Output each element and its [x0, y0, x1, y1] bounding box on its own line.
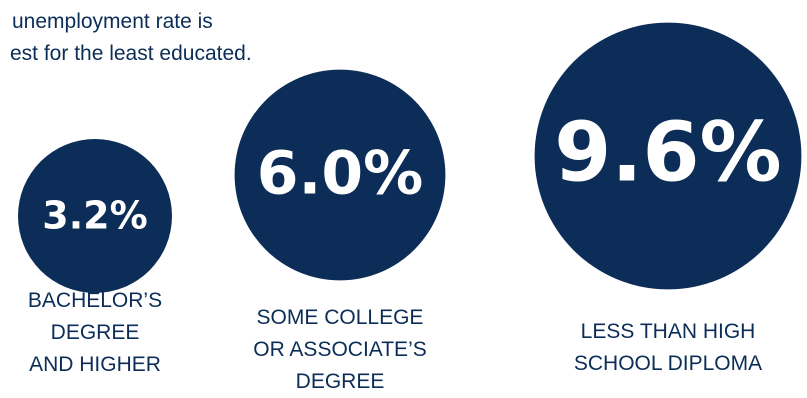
bubble-group: 3.2% 6.0% 9.6% [18, 22, 802, 293]
bubble-value-label-1: 3.2% [42, 194, 147, 238]
category-label-1-line-1: BACHELOR’S [28, 289, 162, 312]
category-label-1-line-2: DEGREE [51, 321, 140, 344]
headline-line-2: est for the least educated. [10, 42, 252, 65]
category-label-3-line-1: LESS THAN HIGH [581, 320, 756, 343]
category-label-2-line-3: DEGREE [296, 370, 385, 393]
category-label-3-line-2: SCHOOL DIPLOMA [574, 352, 762, 375]
bubble-value-label-2: 6.0% [257, 139, 423, 209]
headline-line-1: unemployment rate is [12, 10, 213, 33]
category-label-1-line-3: AND HIGHER [29, 353, 161, 376]
bubble-value-label-3: 9.6% [554, 105, 781, 200]
bubble-3 [534, 22, 802, 290]
category-label-2-line-2: OR ASSOCIATE’S [253, 338, 427, 361]
chart-headline: unemployment rate is est for the least e… [10, 10, 252, 65]
category-label-group: BACHELOR’S DEGREE AND HIGHER SOME COLLEGE OR… [28, 289, 762, 393]
bubble-1 [18, 139, 172, 293]
bubble-2 [234, 69, 446, 281]
category-label-2-line-1: SOME COLLEGE [257, 306, 424, 329]
